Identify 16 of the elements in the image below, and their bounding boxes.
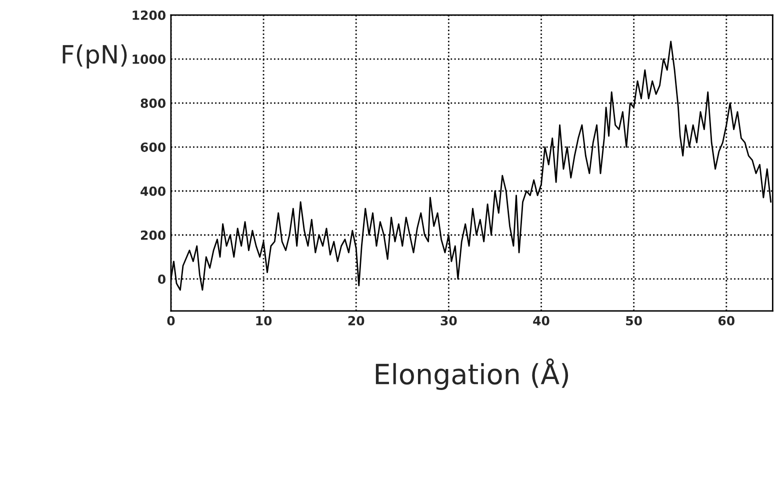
x-tick-label: 40	[533, 316, 550, 326]
y-axis-title: F(pN)	[62, 44, 127, 69]
x-tick-label: 20	[348, 316, 364, 326]
y-tick-label: 200	[141, 230, 166, 240]
x-tick-label: 0	[167, 316, 175, 326]
x-tick-label: 10	[256, 316, 272, 326]
x-tick-label: 60	[718, 316, 734, 326]
y-tick-label: 400	[140, 186, 166, 196]
x-tick-label: 50	[626, 316, 642, 326]
y-tick-label: 1000	[132, 54, 166, 64]
y-tick-label: 1200	[132, 10, 166, 20]
x-axis-title: Elongation (Å)	[376, 358, 568, 390]
y-tick-label: 600	[140, 142, 166, 152]
y-tick-label: 0	[158, 274, 166, 284]
y-tick-label: 800	[140, 98, 166, 108]
x-tick-label: 30	[440, 316, 457, 326]
